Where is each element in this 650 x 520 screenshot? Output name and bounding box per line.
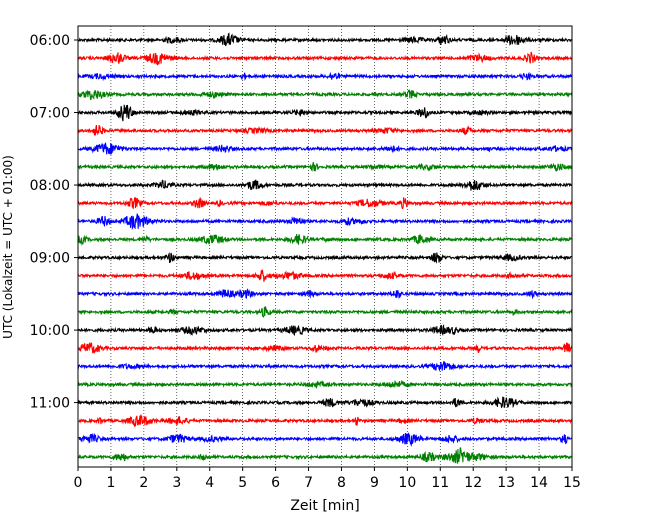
x-axis-ticks: 0 1 2 3 4 5 6 7 8 9 10 11 12 13 14 15 [74,467,581,491]
y-axis-ticks: 06:00 07:00 08:00 09:00 10:00 11:00 [30,33,78,412]
trace-line [77,71,573,82]
trace-line [77,432,573,447]
trace-line [77,89,573,101]
x-tick-label: 9 [370,475,379,491]
trace-line [77,379,573,390]
x-tick-label: 3 [172,475,181,491]
x-tick-label: 10 [398,475,416,491]
trace-line [77,124,573,136]
x-tick-label: 2 [139,475,148,491]
y-tick-label: 07:00 [30,106,70,122]
x-tick-label: 1 [106,475,115,491]
trace-line [77,252,573,264]
trace-line [77,196,573,210]
seismic-traces [77,32,573,464]
x-tick-label: 7 [304,475,313,491]
trace-line [77,447,573,464]
x-tick-label: 14 [530,475,548,491]
x-tick-label: 11 [431,475,449,491]
x-tick-label: 13 [497,475,515,491]
x-tick-label: 4 [205,475,214,491]
trace-line [77,104,573,122]
trace-line [77,32,573,47]
trace-line [77,213,573,231]
trace-line [77,396,573,409]
trace-line [77,288,573,300]
x-tick-label: 6 [271,475,280,491]
trace-line [77,162,573,172]
trace-line [77,414,573,428]
x-tick-label: 8 [337,475,346,491]
plot-frame [77,25,573,468]
x-tick-label: 15 [563,475,581,491]
y-tick-label: 11:00 [30,396,70,412]
x-tick-label: 0 [74,475,83,491]
trace-line [77,360,573,372]
trace-line [77,342,573,354]
trace-line [77,142,573,155]
x-tick-label: 5 [238,475,247,491]
trace-line [77,51,573,66]
trace-line [77,324,573,337]
y-axis-label: UTC (Lokalzeit = UTC + 01:00) [1,155,15,339]
x-axis-label: Zeit [min] [290,498,359,514]
trace-line [77,306,573,318]
y-tick-label: 09:00 [30,251,70,267]
trace-line [77,233,573,247]
trace-line [77,179,573,191]
y-tick-label: 06:00 [30,33,70,49]
y-tick-label: 08:00 [30,178,70,194]
trace-line [77,269,573,282]
x-tick-label: 12 [464,475,482,491]
y-tick-label: 10:00 [30,323,70,339]
